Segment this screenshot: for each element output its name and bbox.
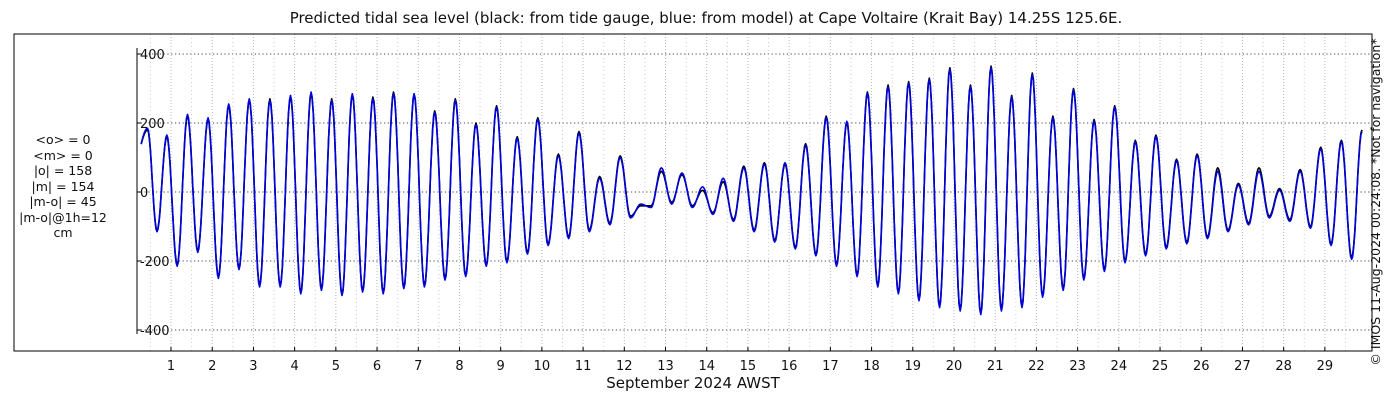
x-tick-label: 12 bbox=[616, 359, 633, 374]
x-tick-label: 24 bbox=[1111, 359, 1128, 374]
x-tick-label: 22 bbox=[1028, 359, 1045, 374]
x-tick-label: 23 bbox=[1069, 359, 1086, 374]
stat-unit: cm bbox=[53, 225, 73, 240]
chart-title: Predicted tidal sea level (black: from t… bbox=[289, 9, 1123, 27]
x-tick-label: 3 bbox=[249, 359, 257, 374]
x-tick-label: 26 bbox=[1193, 359, 1210, 374]
y-tick-label: 400 bbox=[140, 48, 165, 63]
stat-mean-observed: <o> = 0 bbox=[35, 132, 91, 147]
statistics-panel: <o> = 0 <m> = 0 |o| = 158 |m| = 154 |m-o… bbox=[14, 132, 112, 241]
y-tick-label: 0 bbox=[140, 186, 148, 201]
x-tick-label: 9 bbox=[497, 359, 505, 374]
x-tick-label: 15 bbox=[740, 359, 757, 374]
x-tick-label: 6 bbox=[373, 359, 381, 374]
x-tick-label: 1 bbox=[167, 359, 175, 374]
stat-abs-model: |m| = 154 bbox=[31, 178, 95, 194]
x-tick-label: 5 bbox=[332, 359, 340, 374]
grid-lines bbox=[137, 34, 1372, 351]
x-tick-label: 16 bbox=[781, 359, 798, 374]
x-tick-label: 19 bbox=[905, 359, 922, 374]
series-layer bbox=[140, 65, 1363, 316]
y-tick-label: 200 bbox=[140, 117, 165, 132]
x-tick-label: 18 bbox=[863, 359, 880, 374]
stat-abs-observed: |o| = 158 bbox=[33, 163, 93, 178]
x-tick-label: 7 bbox=[414, 359, 422, 374]
y-tick-label: -400 bbox=[140, 324, 170, 339]
x-tick-label: 20 bbox=[946, 359, 963, 374]
x-tick-label: 28 bbox=[1275, 359, 1292, 374]
plot-frame bbox=[13, 33, 1373, 352]
y-axis: -400 -200 0 200 400 bbox=[136, 48, 170, 339]
x-axis-label: September 2024 AWST bbox=[606, 374, 780, 392]
x-tick-label: 21 bbox=[987, 359, 1004, 374]
x-tick-label: 10 bbox=[534, 359, 551, 374]
x-axis: 1 2 3 4 5 6 7 8 9 10 11 12 13 14 15 16 17 18 19 20 21 22 23 24 2… bbox=[167, 347, 1333, 374]
x-tick-label: 4 bbox=[290, 359, 298, 374]
credit-text: © IMOS 11-Aug-2024 00:24:08. *Not for na… bbox=[1368, 38, 1383, 366]
x-tick-label: 14 bbox=[698, 359, 715, 374]
series-model-line bbox=[140, 67, 1363, 316]
stat-mean-model: <m> = 0 bbox=[33, 147, 93, 163]
series-tide-gauge-line bbox=[140, 65, 1363, 314]
x-tick-label: 17 bbox=[822, 359, 839, 374]
x-tick-label: 8 bbox=[455, 359, 463, 374]
x-tick-label: 11 bbox=[575, 359, 592, 374]
x-tick-label: 25 bbox=[1152, 359, 1169, 374]
y-tick-label: -200 bbox=[140, 255, 170, 270]
stat-abs-diff-1h: |m-o|@1h=12 bbox=[19, 209, 107, 225]
x-tick-label: 2 bbox=[208, 359, 216, 374]
x-tick-label: 27 bbox=[1234, 359, 1251, 374]
x-tick-label: 29 bbox=[1317, 359, 1334, 374]
x-tick-label: 13 bbox=[657, 359, 674, 374]
stat-abs-diff: |m-o| = 45 bbox=[29, 194, 97, 209]
